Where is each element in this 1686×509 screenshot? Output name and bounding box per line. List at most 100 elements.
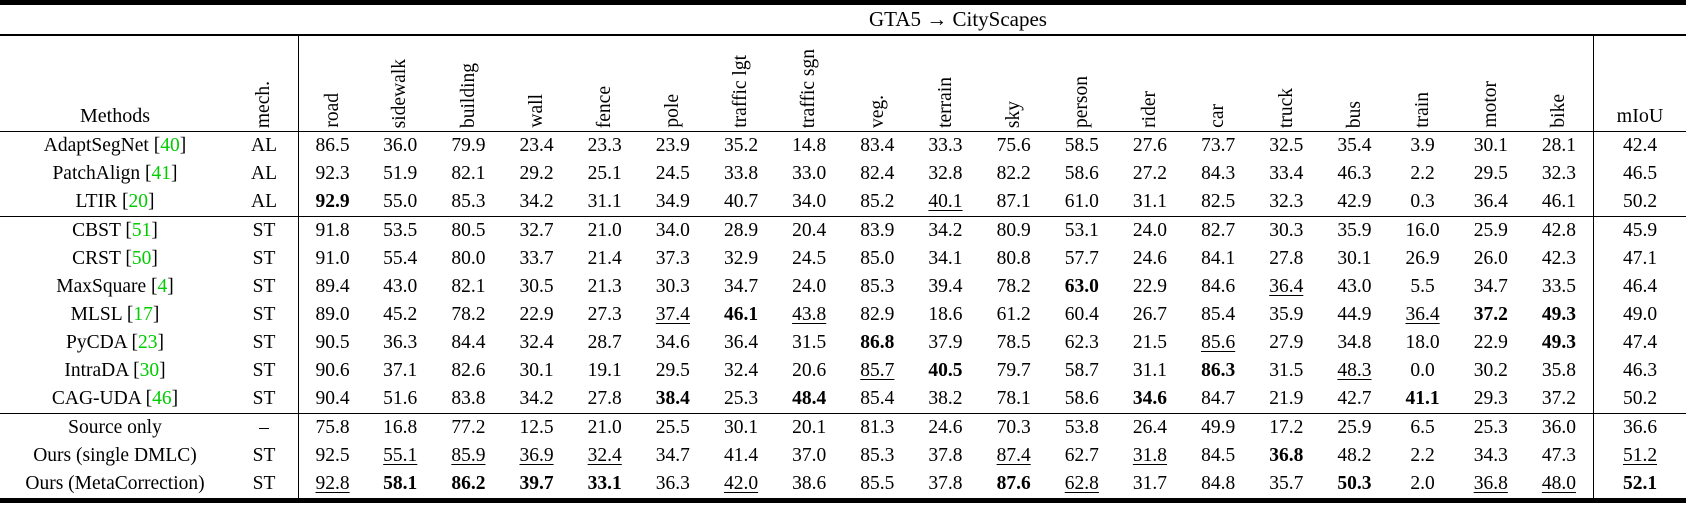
method-name-cell: AdaptSegNet [40] — [43, 135, 187, 156]
col-header-class-label: car — [1207, 104, 1229, 128]
method-name-cell: PatchAlign [41] — [52, 163, 178, 184]
score-cell: 85.3 — [451, 191, 486, 212]
score-cell: 42.8 — [1541, 220, 1576, 241]
score-cell: 46.1 — [1541, 191, 1576, 212]
score-cell: 37.9 — [928, 332, 963, 353]
score-cell: 78.5 — [996, 332, 1031, 353]
score-cell: 60.4 — [1064, 304, 1099, 325]
score-cell: 89.4 — [298, 273, 366, 301]
score-cell: 31.5 — [1269, 360, 1304, 381]
score-cell: 80.9 — [996, 220, 1031, 241]
score-cell: 48.4 — [792, 388, 827, 409]
score-cell: 58.6 — [1064, 163, 1099, 184]
col-header-class-label: bus — [1343, 100, 1365, 128]
score-cell: 85.5 — [860, 473, 895, 494]
table-row: CBST [51] ST 91.8 53.5 80.5 32.7 21.0 34.0 28.9 2… — [0, 217, 1686, 245]
score-cell: 49.3 — [1541, 332, 1576, 353]
col-header-class-label: sidewalk — [389, 58, 411, 128]
score-cell: 85.7 — [860, 360, 895, 381]
score-cell: 25.3 — [723, 388, 759, 409]
score-cell: 32.8 — [928, 163, 963, 184]
table-row: AdaptSegNet [40] AL 86.5 36.0 79.9 23.4 23.3 23… — [0, 132, 1686, 160]
score-cell: 35.8 — [1541, 360, 1576, 381]
score-cell: 34.2 — [519, 191, 554, 212]
score-cell: 39.7 — [519, 473, 554, 494]
score-cell: 34.7 — [723, 276, 759, 297]
col-header-class: veg. — [843, 36, 911, 131]
score-cell: 58.5 — [1064, 135, 1099, 156]
score-cell: 75.8 — [298, 414, 366, 442]
score-cell: 16.0 — [1405, 220, 1440, 241]
score-cell: 48.0 — [1541, 473, 1576, 494]
score-cell: 32.5 — [1269, 135, 1304, 156]
score-cell: 82.4 — [860, 163, 895, 184]
score-cell: 24.6 — [1132, 248, 1168, 269]
score-cell: 40.5 — [928, 360, 963, 381]
col-header-mech-label: mech. — [253, 80, 275, 128]
table-group-header-row: GTA5 → CityScapes — [0, 5, 1686, 36]
score-cell: 0.0 — [1410, 360, 1435, 381]
score-cell: 48.3 — [1337, 360, 1372, 381]
score-cell: 37.4 — [655, 304, 690, 325]
score-cell: 41.4 — [723, 445, 759, 466]
score-cell: 37.3 — [655, 248, 690, 269]
score-cell: 20.4 — [792, 220, 827, 241]
method-name-cell: Ours (MetaCorrection) — [25, 473, 205, 494]
score-cell: 92.8 — [298, 470, 366, 498]
col-header-class-label: traffic lgt — [730, 55, 752, 128]
score-cell: 82.2 — [996, 163, 1031, 184]
miou-cell: 36.6 — [1593, 414, 1686, 442]
table-row: Source only – 75.8 16.8 77.2 12.5 21.0 25.5 30.1… — [0, 414, 1686, 442]
score-cell: 17.2 — [1269, 417, 1304, 438]
mech-cell: AL — [251, 135, 277, 156]
miou-cell: 42.4 — [1593, 132, 1686, 160]
score-cell: 16.8 — [383, 417, 418, 438]
score-cell: 30.5 — [519, 276, 554, 297]
score-cell: 89.0 — [298, 301, 366, 329]
score-cell: 33.3 — [928, 135, 963, 156]
score-cell: 34.7 — [655, 445, 690, 466]
score-cell: 28.9 — [723, 220, 759, 241]
mech-cell: AL — [251, 191, 277, 212]
score-cell: 21.4 — [587, 248, 622, 269]
score-cell: 82.5 — [1201, 191, 1236, 212]
score-cell: 47.3 — [1541, 445, 1576, 466]
mech-cell: ST — [252, 220, 276, 241]
table-row: MaxSquare [4] ST 89.4 43.0 82.1 30.5 21.3 30.3 3… — [0, 273, 1686, 301]
score-cell: 43.0 — [1337, 276, 1372, 297]
score-cell: 14.8 — [792, 135, 827, 156]
score-cell: 90.5 — [298, 329, 366, 357]
mech-cell: ST — [252, 388, 276, 409]
col-header-class-label: terrain — [934, 77, 956, 128]
score-cell: 78.1 — [996, 388, 1031, 409]
col-header-class: motor — [1457, 36, 1525, 131]
col-header-class-label: fence — [593, 85, 615, 128]
score-cell: 31.1 — [587, 191, 622, 212]
score-cell: 33.1 — [587, 473, 622, 494]
score-cell: 85.4 — [1201, 304, 1236, 325]
score-cell: 85.2 — [860, 191, 895, 212]
score-cell: 90.4 — [298, 385, 366, 413]
score-cell: 31.5 — [792, 332, 827, 353]
score-cell: 81.3 — [860, 417, 895, 438]
score-cell: 37.2 — [1541, 388, 1576, 409]
score-cell: 44.9 — [1337, 304, 1372, 325]
col-header-methods: Methods — [0, 36, 230, 131]
score-cell: 34.0 — [792, 191, 827, 212]
score-cell: 39.4 — [928, 276, 963, 297]
col-header-class-label: building — [457, 62, 479, 128]
miou-cell: 50.2 — [1593, 188, 1686, 216]
score-cell: 6.5 — [1410, 417, 1435, 438]
score-cell: 61.2 — [996, 304, 1031, 325]
score-cell: 87.4 — [996, 445, 1031, 466]
score-cell: 55.4 — [383, 248, 418, 269]
score-cell: 30.2 — [1473, 360, 1508, 381]
method-name-cell: CAG-UDA [46] — [51, 388, 179, 409]
score-cell: 36.4 — [1473, 191, 1508, 212]
method-name-cell: PyCDA [23] — [65, 332, 165, 353]
score-cell: 27.3 — [587, 304, 622, 325]
score-cell: 36.0 — [1541, 417, 1576, 438]
score-cell: 21.0 — [587, 417, 622, 438]
col-header-class-label: pole — [662, 94, 684, 128]
